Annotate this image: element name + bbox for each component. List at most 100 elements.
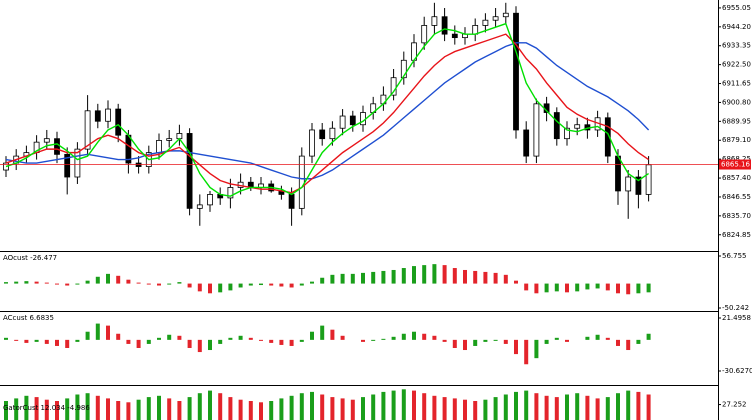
histogram-bar [452, 268, 457, 284]
y-tick-label: 56.755 [722, 252, 747, 260]
histogram-bar [340, 273, 345, 284]
histogram-bar [34, 281, 39, 284]
candle-body [533, 103, 540, 157]
histogram-bar [136, 399, 141, 420]
histogram-bar [503, 339, 508, 344]
candle-body [421, 25, 428, 44]
histogram-bar [320, 394, 325, 420]
histogram-bar [391, 336, 396, 340]
histogram-bar [554, 397, 559, 420]
candle-body [156, 140, 162, 154]
moving-average-line [5, 42, 650, 180]
histogram-bar [473, 270, 478, 284]
histogram-bar [534, 283, 539, 294]
histogram-bar [44, 282, 49, 284]
candle-body [441, 16, 448, 35]
candle-body [94, 110, 101, 122]
histogram-bar [299, 339, 304, 342]
y-tick-label: 6944.20 [722, 23, 751, 31]
histogram-bar [585, 283, 590, 290]
histogram-bar [320, 325, 325, 340]
histogram-bar [4, 337, 8, 340]
histogram-bar [269, 401, 274, 420]
histogram-bar [605, 337, 610, 340]
histogram-bar [218, 393, 223, 420]
histogram-bar [412, 390, 416, 420]
histogram-bar [126, 339, 131, 344]
histogram-bar [493, 397, 498, 420]
histogram-bar [493, 339, 498, 341]
histogram-bar [401, 333, 406, 340]
histogram-bar [228, 397, 233, 420]
histogram-bar [626, 339, 631, 351]
candle-body [115, 108, 122, 136]
indicator-title: AOcust -26.477 [3, 254, 57, 262]
histogram-bar [269, 339, 274, 343]
histogram-bar [330, 397, 335, 420]
histogram-bar [248, 283, 253, 286]
y-tick-label: 6900.80 [722, 98, 751, 106]
candle-body [390, 77, 397, 96]
histogram-bar [514, 391, 518, 420]
histogram-bar [75, 283, 80, 285]
histogram-bar [585, 336, 590, 340]
moving-average-line [5, 33, 649, 194]
y-tick-label: 6889.95 [722, 117, 751, 125]
histogram-bar [238, 283, 243, 288]
histogram-bar [24, 339, 29, 343]
histogram-bar [503, 274, 508, 284]
histogram-bar [106, 273, 110, 284]
histogram-bar [330, 274, 335, 284]
histogram-bar [116, 401, 121, 420]
histogram-bar [595, 283, 600, 289]
histogram-bar [106, 325, 110, 340]
y-tick-label: 6955.05 [722, 4, 751, 12]
histogram-bar [4, 282, 8, 284]
candle-body [288, 194, 295, 209]
histogram-bar [95, 276, 100, 284]
candle-body [309, 129, 315, 157]
histogram-bar [442, 397, 447, 420]
candle-body [74, 148, 81, 178]
histogram-bar [432, 264, 437, 284]
y-tick-label: -50.242 [722, 304, 749, 312]
histogram-bar [146, 397, 151, 420]
histogram-bar [55, 283, 59, 285]
histogram-bar [269, 283, 274, 286]
histogram-bar [371, 339, 376, 341]
y-tick-label: 27.252 [722, 401, 747, 409]
histogram-bar [310, 281, 314, 284]
y-tick-label: 6911.65 [722, 80, 751, 88]
histogram-bar [646, 283, 651, 293]
histogram-bar [320, 277, 325, 284]
histogram-bar [24, 281, 29, 284]
histogram-bar [605, 397, 610, 420]
histogram-bar [524, 390, 529, 420]
histogram-bar [544, 339, 549, 344]
histogram-bar [534, 393, 539, 420]
histogram-bar [412, 266, 416, 284]
histogram-bar [187, 339, 192, 348]
candle-body [329, 127, 336, 140]
histogram-bar [381, 270, 386, 284]
histogram-bar [565, 283, 569, 293]
histogram-bar [401, 389, 406, 420]
candle-body [615, 155, 621, 192]
histogram-bar [554, 337, 559, 340]
histogram-bar [350, 273, 355, 284]
histogram-bar [238, 335, 243, 340]
histogram-bar [534, 339, 539, 359]
y-tick-label: 6824.85 [722, 231, 751, 239]
histogram-bar [208, 283, 212, 294]
y-tick-label: 6835.70 [722, 212, 751, 220]
histogram-bar [197, 393, 202, 420]
candle-body [513, 12, 519, 131]
histogram-bar [65, 283, 70, 286]
histogram-bar [514, 280, 518, 284]
histogram-bar [4, 401, 8, 420]
histogram-bar [197, 339, 202, 353]
histogram-bar [524, 339, 529, 365]
histogram-bar [330, 329, 335, 340]
histogram-bar [65, 339, 70, 348]
histogram-bar [575, 393, 580, 420]
